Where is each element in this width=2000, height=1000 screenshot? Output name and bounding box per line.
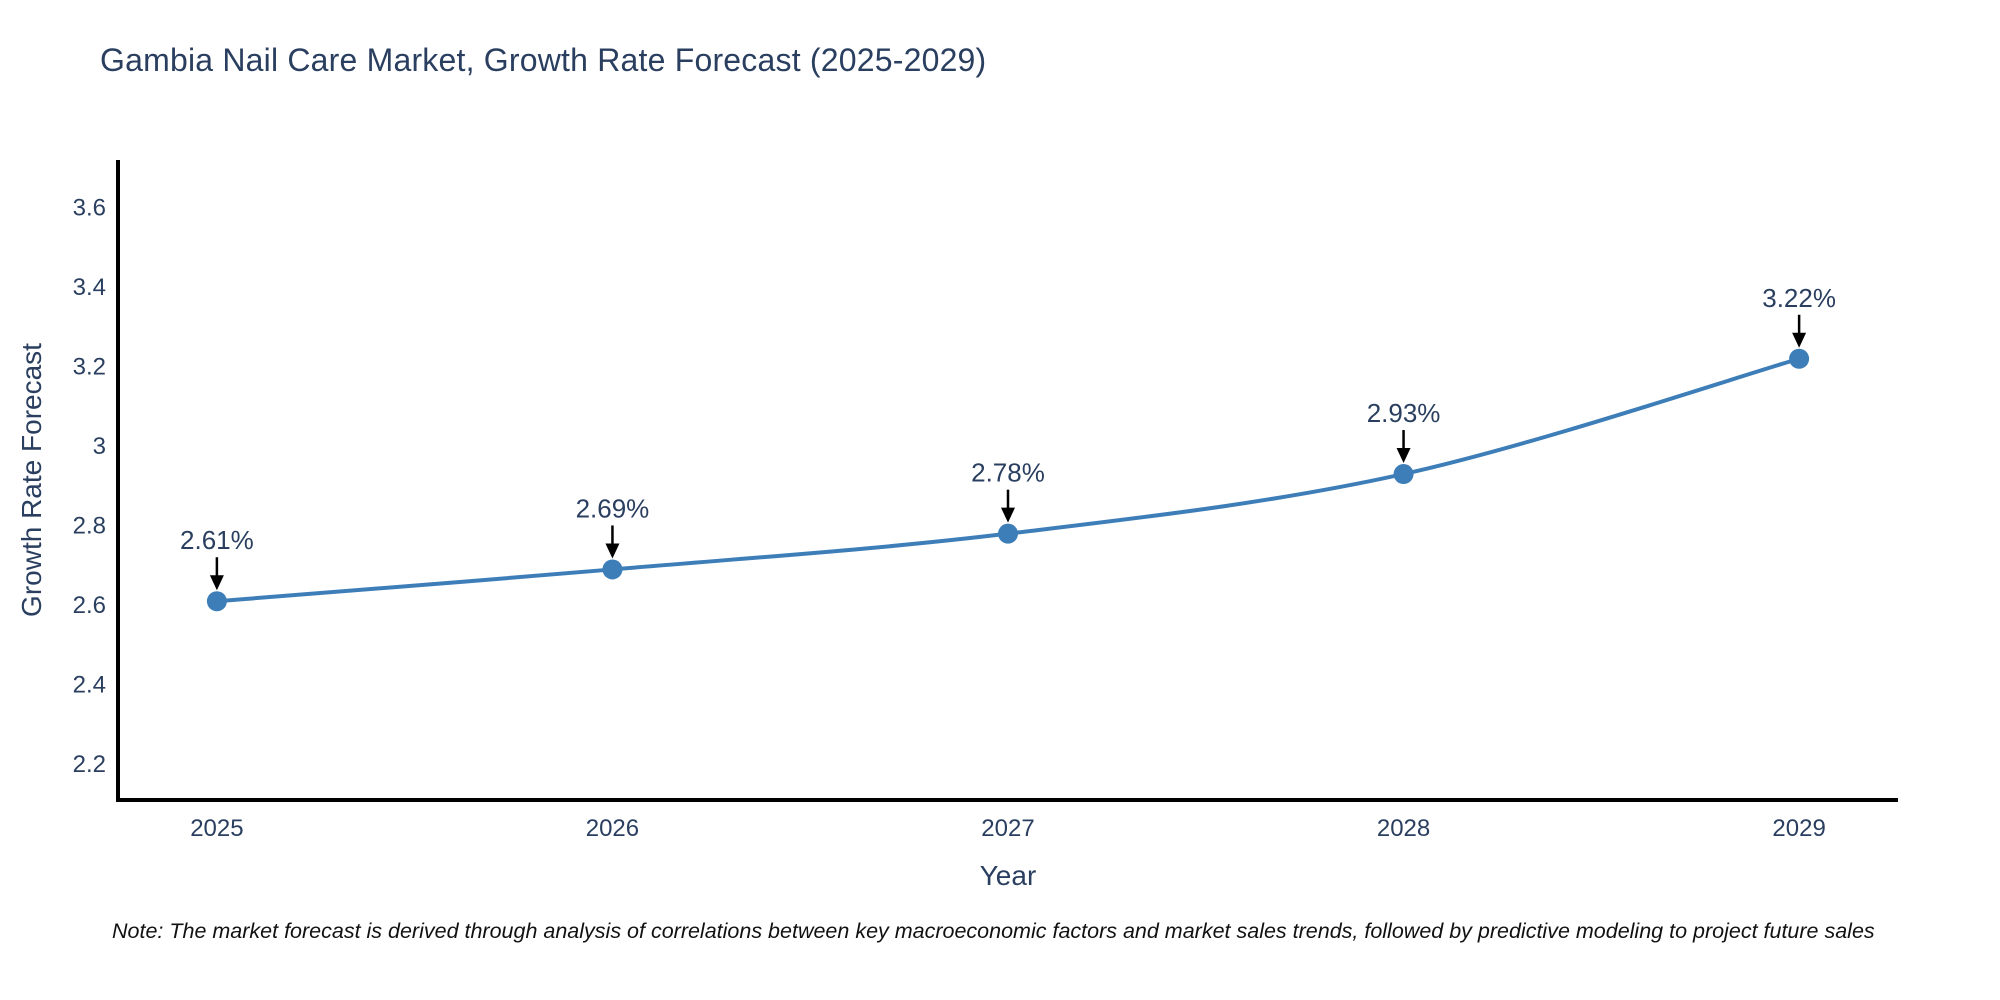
- annotation-arrowhead: [1001, 507, 1015, 523]
- data-point: [1393, 464, 1414, 485]
- x-tick-label: 2027: [981, 815, 1034, 842]
- data-point: [602, 559, 623, 580]
- chart-title: Gambia Nail Care Market, Growth Rate For…: [100, 42, 987, 78]
- point-annotation-label: 2.69%: [576, 493, 650, 523]
- data-point: [998, 523, 1018, 544]
- point-annotation-label: 2.93%: [1367, 398, 1441, 428]
- x-axis-title: Year: [979, 860, 1037, 891]
- y-axis-title: Growth Rate Forecast: [16, 343, 47, 617]
- y-tick-label: 3: [93, 433, 106, 460]
- annotation-arrowhead: [1792, 332, 1807, 348]
- y-tick-label: 2.8: [73, 513, 106, 540]
- x-tick-label: 2028: [1377, 815, 1430, 842]
- point-annotation-label: 2.78%: [971, 458, 1045, 488]
- x-tick-label: 2029: [1772, 815, 1825, 842]
- x-tick-label: 2026: [586, 815, 639, 842]
- y-tick-label: 3.2: [73, 354, 106, 381]
- annotation-arrowhead: [209, 575, 224, 591]
- point-annotation-label: 2.61%: [180, 525, 254, 555]
- annotation-arrowhead: [605, 543, 620, 559]
- data-point: [1789, 348, 1810, 369]
- y-tick-label: 2.6: [73, 592, 106, 619]
- y-tick-label: 2.4: [73, 672, 106, 699]
- annotation-arrowhead: [1396, 448, 1411, 464]
- data-point: [206, 591, 227, 612]
- point-annotation-label: 3.22%: [1762, 283, 1836, 313]
- footnote: Note: The market forecast is derived thr…: [112, 919, 1875, 943]
- x-tick-label: 2025: [190, 815, 243, 842]
- y-tick-label: 3.6: [73, 195, 106, 222]
- y-tick-label: 3.4: [73, 274, 106, 301]
- y-tick-label: 2.2: [73, 751, 106, 778]
